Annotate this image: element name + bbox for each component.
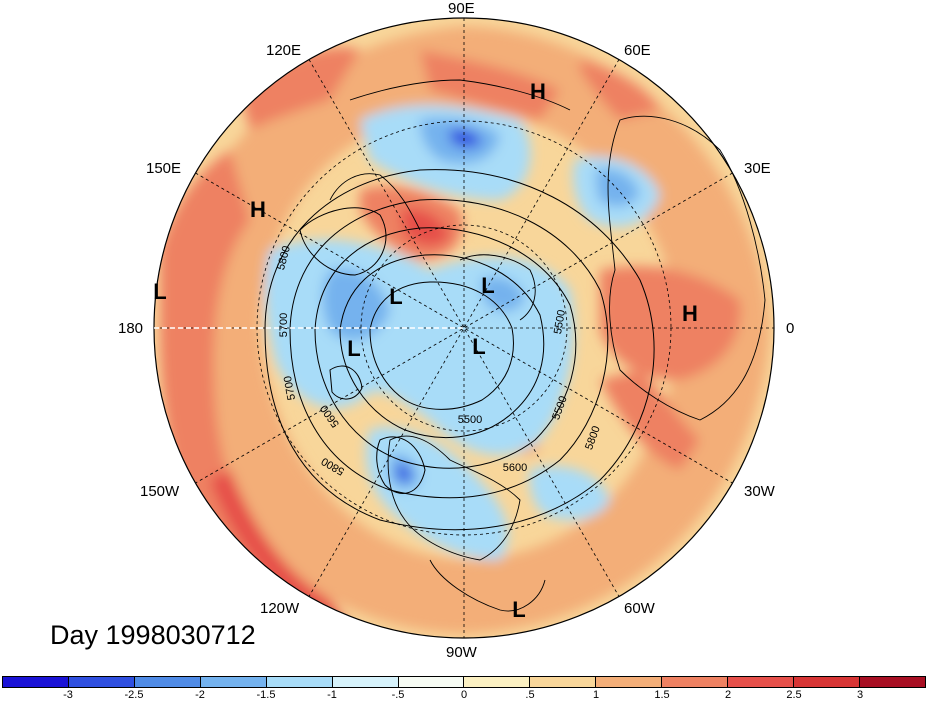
colorbar-tick-label: 1 (592, 689, 600, 701)
low-center: L (347, 336, 361, 361)
warm-edge-south (210, 470, 360, 638)
lon-label-60e: 60E (624, 42, 651, 59)
colorbar-tick-label: -2 (195, 689, 205, 701)
lon-label-120e: 120E (266, 42, 302, 59)
low-center: L (481, 273, 495, 298)
low-center: L (153, 279, 167, 304)
lon-label-30w: 30W (744, 483, 775, 500)
lon-label-30e: 30E (744, 160, 771, 177)
warm-southeast (600, 370, 700, 470)
colorbar-segment (662, 677, 729, 687)
low-center: L (389, 284, 403, 309)
lon-label-90w: 90W (446, 644, 477, 661)
colorbar-segment (728, 677, 795, 687)
cool-siberia-deep (450, 129, 482, 148)
colorbar-tick-label: 3 (856, 689, 864, 701)
lon-label-150w: 150W (140, 483, 180, 500)
lon-label-180: 180 (118, 320, 144, 337)
lon-label-150e: 150E (146, 160, 182, 177)
cool-northam-deep (396, 464, 411, 482)
colorbar-tick-label: 2 (724, 689, 732, 701)
colorbar-segment (134, 677, 201, 687)
coastlines (329, 79, 766, 612)
contour-label: 5500 (457, 414, 483, 426)
cool-europe-core (595, 168, 640, 207)
colorbar-tick-label: -1 (327, 689, 337, 701)
contour-label: 5700 (278, 312, 290, 338)
high-center: H (250, 197, 266, 222)
cool-arctic-core (322, 269, 390, 341)
warm-east (600, 266, 741, 380)
high-center: H (530, 79, 546, 104)
colorbar-segment (464, 677, 531, 687)
colorbar-segment (68, 677, 135, 687)
colorbar-segment (266, 677, 333, 687)
colorbar-segment (3, 677, 69, 687)
cool-atlantic (529, 466, 610, 520)
height-contours (264, 169, 655, 531)
high-center: H (682, 301, 698, 326)
colorbar-tick-label: 0 (460, 689, 468, 701)
lon-label-90e: 90E (448, 0, 475, 17)
colorbar-tick-label: -1.5 (256, 689, 276, 701)
colorbar-segment (398, 677, 465, 687)
cool-baffin (480, 276, 525, 312)
lon-label-0: 0 (786, 320, 795, 337)
colorbar-segment (332, 677, 399, 687)
contour-label: 5600 (502, 462, 528, 474)
low-center: L (472, 334, 486, 359)
colorbar-segment (200, 677, 267, 687)
warm-northwest (240, 47, 360, 131)
graticule (154, 18, 774, 638)
colorbar-segment (859, 677, 925, 687)
lon-label-60w: 60W (624, 600, 655, 617)
page-title: Day 1998030712 (50, 620, 256, 650)
lon-label-120w: 120W (260, 600, 300, 617)
colorbar-tick-label: 2.5 (786, 689, 802, 701)
low-center: L (512, 597, 526, 622)
colorbar-tick-label: 1.5 (654, 689, 670, 701)
warm-siberia-core (400, 208, 450, 246)
colorbar-tick-label: -3 (63, 689, 73, 701)
colorbar-tick-label: .5 (525, 689, 535, 701)
colorbar (2, 676, 926, 688)
colorbar-segment (530, 677, 597, 687)
warm-northeast (580, 60, 660, 120)
colorbar-segment (596, 677, 663, 687)
colorbar-segment (794, 677, 860, 687)
colorbar-tick-label: -.5 (391, 689, 405, 701)
colorbar-tick-label: -2.5 (124, 689, 144, 701)
